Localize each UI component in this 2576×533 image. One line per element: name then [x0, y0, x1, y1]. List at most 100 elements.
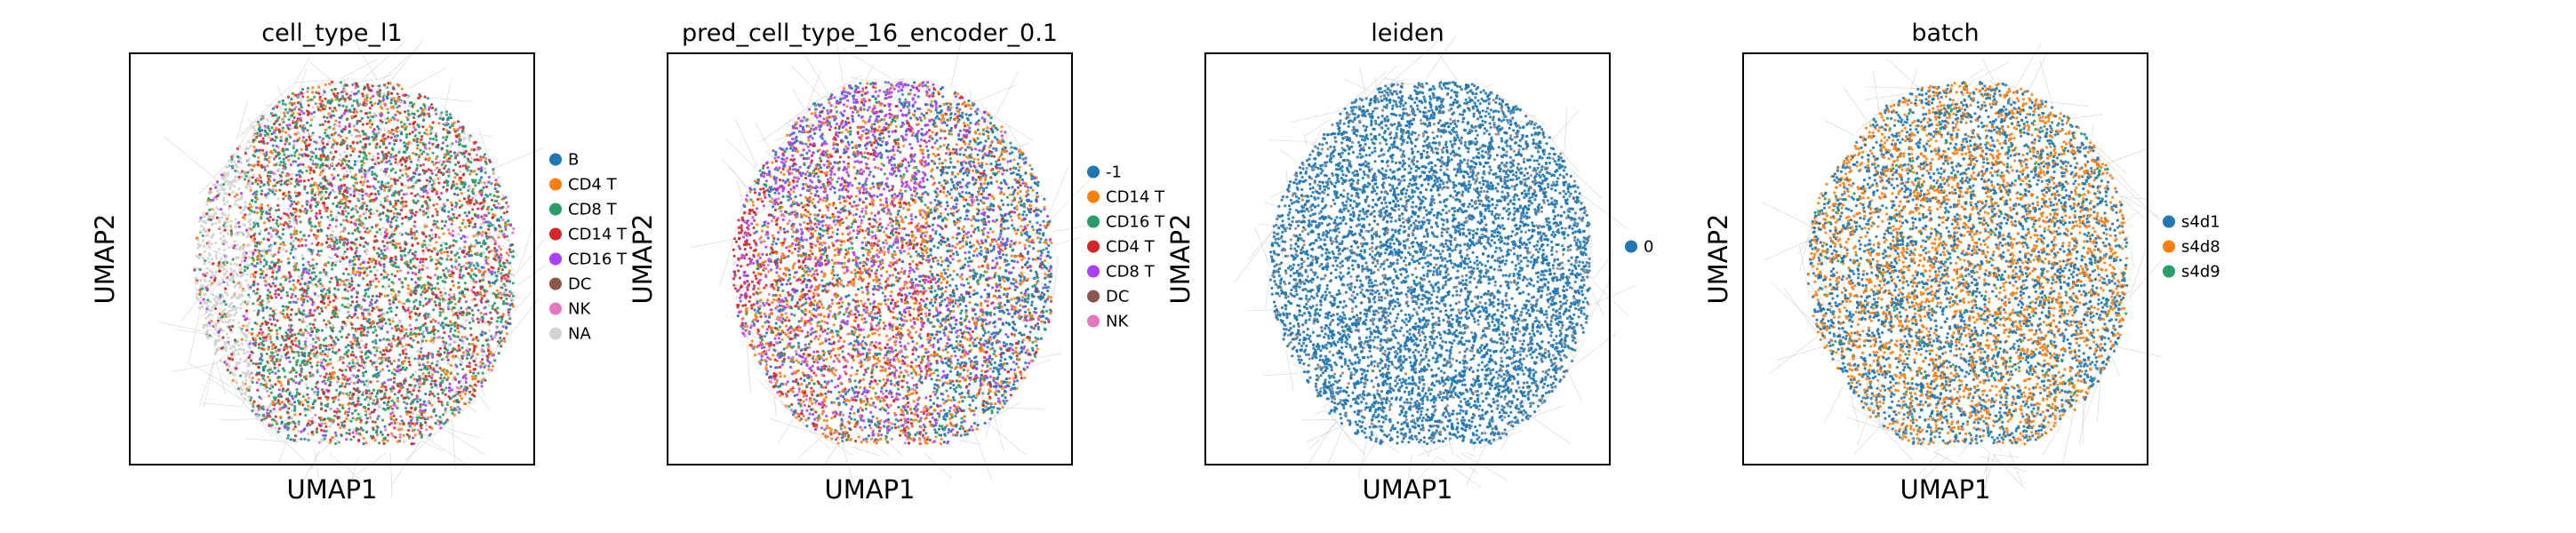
scatter-point [439, 276, 442, 279]
scatter-point [347, 298, 349, 300]
scatter-point [493, 258, 496, 260]
scatter-point [452, 357, 455, 360]
scatter-point [267, 297, 269, 299]
scatter-point [246, 231, 249, 234]
scatter-point [242, 234, 244, 236]
scatter-point [323, 90, 325, 92]
scatter-point [268, 318, 271, 321]
scatter-point [401, 174, 404, 177]
scatter-point [352, 141, 355, 144]
scatter-point [382, 153, 385, 155]
scatter-point [415, 202, 418, 204]
scatter-point [346, 145, 348, 147]
scatter-point [202, 212, 204, 215]
scatter-point [341, 404, 344, 407]
scatter-point [308, 201, 311, 203]
scatter-point [391, 129, 394, 131]
scatter-point [351, 84, 354, 86]
scatter-point [400, 189, 403, 192]
scatter-point [359, 120, 362, 123]
scatter-point [388, 322, 391, 325]
scatter-point [380, 257, 383, 259]
scatter-point [369, 380, 372, 383]
scatter-point [300, 254, 303, 257]
scatter-point [398, 278, 401, 281]
scatter-point [296, 139, 299, 142]
scatter-point [376, 434, 379, 436]
scatter-point [384, 104, 387, 107]
scatter-point [449, 300, 452, 303]
scatter-point [463, 327, 466, 330]
scatter-point [324, 353, 326, 355]
scatter-point [259, 385, 261, 387]
scatter-point [278, 157, 281, 160]
scatter-point [205, 323, 208, 326]
scatter-point [272, 315, 275, 318]
scatter-point [207, 257, 210, 259]
scatter-point [404, 185, 406, 187]
scatter-point [421, 340, 424, 343]
scatter-point [422, 372, 425, 375]
scatter-point [307, 96, 309, 99]
scatter-point [430, 228, 433, 231]
scatter-point [238, 176, 241, 179]
scatter-point [266, 353, 268, 355]
scatter-point [471, 179, 474, 181]
scatter-point [411, 278, 413, 281]
scatter-point [379, 295, 381, 298]
scatter-point [396, 179, 399, 182]
scatter-point [303, 359, 306, 362]
scatter-point [378, 193, 380, 195]
scatter-point [348, 160, 350, 163]
scatter-point [412, 374, 414, 377]
scatter-point [443, 251, 445, 253]
scatter-point [408, 434, 411, 437]
scatter-point [445, 114, 448, 116]
scatter-point [500, 331, 502, 334]
scatter-point [396, 99, 399, 102]
scatter-point [363, 156, 365, 159]
scatter-point [463, 388, 466, 391]
scatter-point [355, 178, 357, 180]
scatter-point [385, 157, 388, 160]
scatter-point [480, 176, 483, 179]
scatter-point [374, 421, 377, 424]
scatter-point [354, 129, 356, 131]
scatter-point [464, 241, 467, 243]
scatter-point [354, 339, 356, 342]
scatter-point [414, 335, 417, 338]
scatter-point [340, 184, 343, 187]
scatter-point [412, 436, 414, 439]
scatter-point [446, 370, 449, 373]
scatter-point [425, 339, 428, 342]
scatter-point [228, 193, 231, 195]
scatter-point [345, 137, 348, 139]
scatter-point [245, 229, 248, 232]
scatter-point [314, 319, 316, 322]
scatter-point [349, 304, 352, 306]
scatter-point [213, 344, 216, 346]
scatter-point [293, 413, 296, 416]
scatter-point [364, 398, 366, 401]
scatter-point [292, 144, 295, 147]
scatter-point [404, 348, 407, 351]
scatter-point [277, 162, 280, 164]
scatter-point [429, 138, 432, 140]
scatter-point [245, 273, 248, 275]
scatter-point [286, 294, 289, 297]
scatter-point [331, 152, 333, 155]
scatter-point [236, 204, 239, 207]
scatter-point [306, 203, 308, 206]
scatter-point [269, 216, 272, 219]
scatter-point [282, 197, 284, 200]
scatter-point [316, 263, 318, 266]
scatter-point [403, 396, 405, 399]
scatter-point [248, 376, 251, 378]
scatter-point [284, 279, 287, 282]
scatter-point [396, 270, 399, 273]
scatter-point [330, 277, 332, 280]
scatter-point [333, 415, 336, 418]
scatter-point [238, 198, 241, 201]
scatter-point [212, 223, 214, 226]
scatter-point [309, 276, 312, 279]
